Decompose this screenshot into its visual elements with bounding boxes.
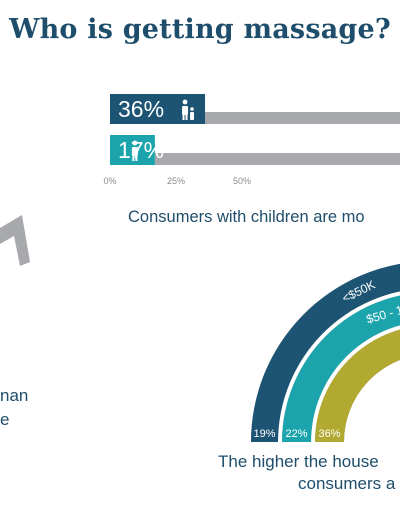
bar-chart-subtitle: Consumers with children are mo — [128, 208, 365, 226]
arc-chart-caption-line1: The higher the house — [218, 452, 379, 471]
arc-3 — [315, 329, 400, 442]
arc-2 — [282, 295, 400, 442]
bar-chart: 36% 17% 0% 25% 50% — [103, 94, 400, 186]
x-tick-label: 25% — [167, 176, 185, 186]
parent-child-icon — [182, 99, 195, 120]
bar-track — [205, 112, 400, 124]
arc-value-label: 19% — [253, 428, 275, 440]
x-tick-label: 0% — [103, 176, 116, 186]
arc-chart-caption-line2: consumers a — [298, 474, 396, 493]
bar-value-label: 17% — [118, 137, 164, 163]
bar-parent — [110, 94, 206, 124]
x-tick-label: 50% — [233, 176, 251, 186]
left-text-fragment-2: e — [0, 410, 10, 429]
arc-1 — [251, 263, 400, 442]
person-icon — [131, 140, 138, 161]
bar-track — [154, 153, 400, 165]
arc-value-label: 36% — [318, 428, 340, 440]
left-text-fragment-1: nan — [0, 386, 29, 405]
arc-value-label: 22% — [285, 428, 307, 440]
page-title: Who is getting massage? — [9, 14, 391, 45]
arrow-decoration — [0, 215, 30, 266]
bar-value-label: 36% — [118, 96, 164, 122]
